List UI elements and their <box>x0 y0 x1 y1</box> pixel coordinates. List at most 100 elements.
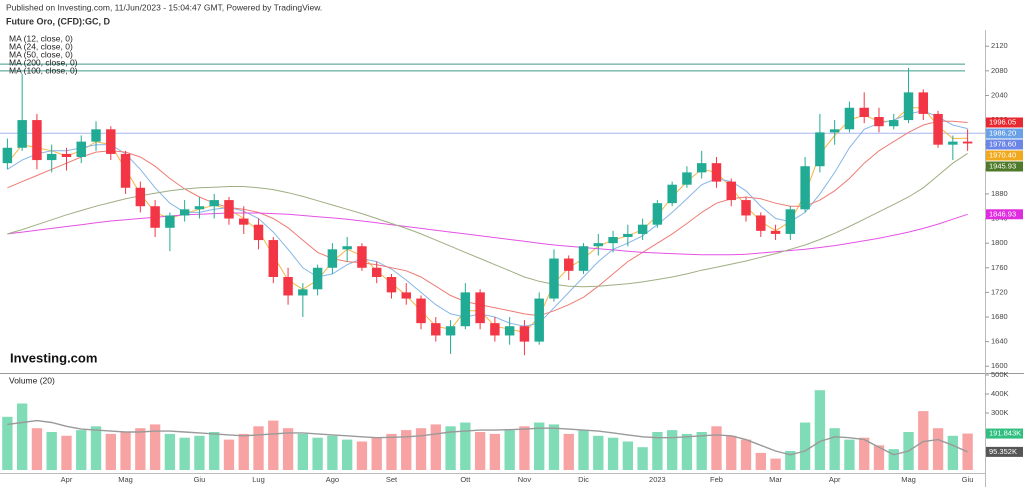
volume-bar <box>829 428 840 470</box>
candle-body <box>283 277 293 296</box>
volume-bar <box>179 437 190 470</box>
price-badge-label: 1986.20 <box>989 128 1016 137</box>
candle-body <box>800 166 810 210</box>
candle-body <box>815 132 825 167</box>
candle-body <box>312 267 323 290</box>
volume-ma-line <box>7 419 968 456</box>
candle-body <box>829 129 840 133</box>
y-tick-label: 2040 <box>991 90 1008 99</box>
volume-bar <box>282 428 294 470</box>
candle-body <box>637 224 648 234</box>
candle-body <box>564 258 574 271</box>
volume-bar <box>666 430 678 470</box>
x-tick-label: Nov <box>518 475 532 484</box>
price-badge <box>986 139 1023 150</box>
candle-body <box>475 292 485 324</box>
x-tick-label: Lug <box>252 475 265 484</box>
candle-body <box>120 153 131 188</box>
volume-bar <box>386 433 397 470</box>
volume-bar <box>814 390 826 470</box>
volume-bar <box>460 422 471 470</box>
price-badge <box>986 128 1023 139</box>
candle-body <box>46 153 57 161</box>
candle-body <box>209 200 219 207</box>
ma-line <box>7 152 968 288</box>
candle-body <box>135 187 146 207</box>
x-tick-label: Mar <box>769 475 782 484</box>
candle-body <box>17 120 27 148</box>
logo: Investing.com <box>10 350 97 365</box>
volume-y-tick-label: 500K <box>991 370 1009 379</box>
price-badge-label: 1846.93 <box>989 209 1016 218</box>
volume-bar <box>105 433 116 470</box>
volume-bar <box>415 428 427 470</box>
candle-body <box>2 147 13 164</box>
candle-body <box>253 224 264 241</box>
volume-bar <box>297 433 309 470</box>
x-tick-label: Set <box>386 475 398 484</box>
candle-body <box>150 206 160 228</box>
candle-body <box>106 129 116 154</box>
candle-body <box>239 218 249 225</box>
candle-body <box>874 117 884 127</box>
volume-bar <box>770 458 781 470</box>
volume-bar <box>61 435 72 470</box>
volume-bar <box>873 445 885 470</box>
volume-bar <box>593 435 604 470</box>
candle-body <box>785 209 796 234</box>
ma-line <box>7 110 968 327</box>
x-tick-label: Ott <box>460 475 471 484</box>
legend-item: MA (24, close, 0) <box>9 41 73 51</box>
candle-body <box>918 92 929 114</box>
volume-bar <box>253 426 264 470</box>
y-tick-label: 1680 <box>991 312 1008 321</box>
volume-bar <box>238 433 249 470</box>
volume-bar <box>755 452 766 470</box>
volume-bar <box>563 433 574 470</box>
volume-bar <box>90 426 102 470</box>
volume-bar <box>223 439 235 470</box>
candle-body <box>903 92 914 121</box>
volume-bar <box>194 435 205 470</box>
published-note: Published on Investing.com, 11/Jun/2023 … <box>6 2 322 12</box>
volume-bar <box>164 433 176 470</box>
price-badge-label: 191.843K <box>989 429 1021 438</box>
candle-body <box>726 181 736 201</box>
y-tick-label: 1600 <box>991 361 1008 370</box>
candle-body <box>416 298 426 324</box>
candle-body <box>490 323 500 336</box>
x-tick-label: Giu <box>194 475 206 484</box>
volume-bar <box>888 449 899 470</box>
volume-bar <box>844 439 855 470</box>
x-tick-label: Apr <box>61 475 73 484</box>
volume-bar <box>312 437 323 470</box>
volume-bar <box>2 416 13 470</box>
candle-body <box>91 129 101 142</box>
volume-bar <box>31 428 43 470</box>
y-tick-label: 1640 <box>991 337 1008 346</box>
candle-body <box>194 206 205 210</box>
candle-body <box>460 292 471 327</box>
price-badge-label: 1945.93 <box>989 161 1016 170</box>
volume-bar <box>652 432 663 470</box>
volume-bar <box>947 435 959 470</box>
volume-bar <box>120 432 131 470</box>
volume-bar <box>622 441 634 470</box>
volume-bar <box>859 437 870 470</box>
candle-body <box>696 163 707 173</box>
candle-body <box>431 323 441 336</box>
volume-bar <box>918 411 929 470</box>
x-tick-label: Ago <box>326 475 339 484</box>
volume-bar <box>474 432 486 470</box>
candle-body <box>962 141 973 144</box>
volume-bar <box>401 430 412 470</box>
legend-item: MA (100, close, 0) <box>9 65 78 75</box>
candle-body <box>948 141 958 145</box>
y-tick-label: 2120 <box>991 41 1008 50</box>
price-badge-label: 1970.40 <box>989 150 1016 159</box>
legend-item: MA (50, close, 0) <box>9 49 73 59</box>
volume-bar <box>740 439 752 470</box>
volume-bar <box>696 432 707 470</box>
candle-body <box>844 107 855 130</box>
